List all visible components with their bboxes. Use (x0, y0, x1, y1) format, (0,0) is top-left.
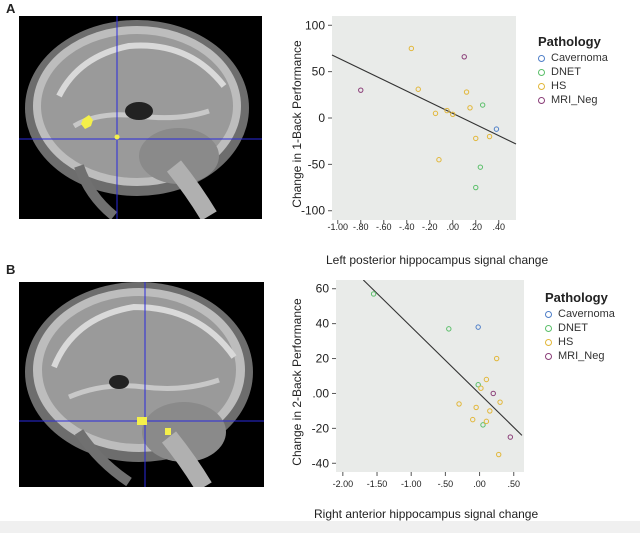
data-point-hs (493, 355, 500, 362)
legend-marker (538, 82, 545, 90)
brain-scan-a (25, 20, 249, 219)
legend-b: Pathology Cavernoma DNET HS MRI_Neg (545, 290, 615, 363)
y-tick-label: 100 (305, 18, 325, 32)
data-point-hs (470, 416, 476, 423)
x-axis-label-b: Right anterior hippocampus signal change (314, 507, 539, 521)
crosshair-a (19, 16, 262, 219)
y-tick-label: -100 (301, 204, 325, 218)
legend-item-mri-neg: MRI_Neg (545, 349, 615, 363)
crosshair-b (19, 282, 264, 487)
x-tick-label: -.60 (376, 222, 392, 232)
legend-item-dnet: DNET (538, 65, 608, 79)
x-tick-label: .40 (492, 222, 505, 232)
data-point-dnet (479, 102, 486, 108)
y-tick-label: 40 (316, 317, 330, 331)
scatter-plot-a: 100 50 0 -50 -100-1.00 -.80 -.60 -.40 -.20 .00 .20… (301, 16, 517, 232)
fit-line (331, 54, 517, 145)
legend-marker (545, 352, 552, 360)
y-tick-label: 0 (318, 111, 325, 125)
x-tick-label: .20 (469, 222, 482, 232)
data-point-cavernoma (493, 126, 500, 132)
data-point-hs (497, 399, 503, 405)
y-tick-label: .00 (312, 386, 329, 400)
data-point-dnet (446, 326, 452, 332)
data-point-hs (478, 385, 484, 391)
y-axis-label-a: Change in 1-Back Performance (290, 40, 304, 208)
x-tick-label: .00 (446, 222, 459, 232)
x-tick-label: .50 (507, 479, 520, 489)
data-point-hs (473, 135, 479, 142)
data-point-mri-neg (507, 434, 514, 440)
x-tick-label: -.20 (422, 222, 438, 232)
activation-cluster-b (137, 417, 147, 425)
mri-sagittal-image-a (19, 16, 262, 219)
y-tick-label: 60 (316, 282, 330, 296)
x-tick-label: -.40 (399, 222, 415, 232)
data-point-dnet (473, 184, 479, 191)
data-point-hs (432, 110, 439, 117)
legend-item-hs: HS (538, 79, 608, 93)
x-tick-label: -.80 (353, 222, 369, 232)
scatter-plot-b: 60 40 20 .00 -20 -40-2.00 -1.50 -1.00 -.50 .00 .50 (312, 280, 524, 489)
data-point-hs (415, 86, 421, 92)
legend-marker (545, 338, 552, 346)
x-tick-label: -2.00 (333, 479, 354, 489)
y-tick-label: 50 (312, 65, 326, 79)
data-point-dnet (370, 291, 377, 297)
page-footer-bar (0, 521, 640, 533)
legend-marker (538, 54, 545, 62)
legend-item-cavernoma: Cavernoma (538, 51, 608, 65)
data-point-hs (467, 105, 473, 111)
legend-item-cavernoma: Cavernoma (545, 307, 615, 321)
y-axis-label-b: Change in 2-Back Performance (290, 298, 304, 466)
data-point-mri-neg (490, 390, 496, 397)
data-point-hs (473, 404, 479, 411)
x-axis-label-a: Left posterior hippocampus signal change (326, 253, 549, 267)
legend-marker (545, 310, 552, 318)
brain-scan-b (25, 282, 253, 487)
data-point-mri-neg (358, 87, 364, 93)
data-point-mri-neg (461, 54, 467, 60)
data-point-hs (408, 45, 415, 52)
data-point-cavernoma (475, 324, 481, 330)
data-point-dnet (475, 382, 481, 388)
legend-item-hs: HS (545, 335, 615, 349)
panel-label-b: B (6, 262, 16, 277)
legend-marker (545, 324, 552, 332)
data-point-hs (483, 376, 490, 383)
x-tick-label: .00 (473, 479, 486, 489)
legend-item-dnet: DNET (545, 321, 615, 335)
x-tick-label: -1.00 (327, 222, 348, 232)
y-tick-label: -20 (312, 421, 330, 435)
legend-title-b: Pathology (545, 290, 608, 305)
legend-marker (538, 68, 545, 76)
data-point-hs (463, 89, 470, 95)
data-point-hs (486, 133, 493, 140)
plot-area (332, 16, 516, 220)
legend-marker (538, 96, 545, 104)
fit-line (362, 280, 523, 436)
activation-cluster-a (81, 115, 93, 129)
legend-a: Pathology Cavernoma DNET HS MRI_Neg (538, 34, 608, 107)
panel-label-a: A (6, 1, 16, 16)
y-tick-label: -50 (308, 157, 326, 171)
data-point-dnet (480, 422, 486, 428)
data-point-dnet (477, 164, 484, 170)
legend-title-a: Pathology (538, 34, 601, 49)
data-point-hs (444, 107, 450, 114)
data-point-hs (450, 111, 456, 117)
data-point-hs (483, 418, 490, 425)
legend-item-mri-neg: MRI_Neg (538, 93, 608, 107)
data-point-hs (456, 401, 462, 407)
x-tick-label: -1.00 (401, 479, 422, 489)
x-tick-label: -1.50 (367, 479, 388, 489)
data-point-hs (487, 408, 493, 414)
data-point-hs (436, 157, 442, 163)
y-tick-label: -40 (312, 456, 330, 470)
plot-area (336, 280, 524, 472)
mri-sagittal-image-b (19, 282, 264, 487)
data-point-hs (496, 451, 502, 458)
y-tick-label: 20 (316, 352, 330, 366)
x-tick-label: -.50 (438, 479, 454, 489)
